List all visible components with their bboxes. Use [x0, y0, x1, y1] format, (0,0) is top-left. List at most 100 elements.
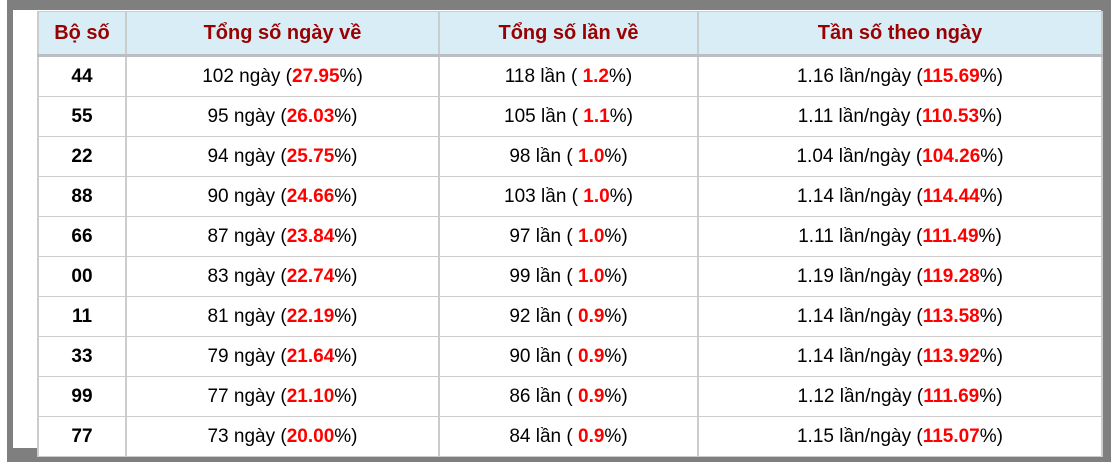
frequency-cell-text: 1.16 lần/ngày ( — [796, 65, 923, 87]
total-times-cell-percent-highlight: 0.9 — [578, 425, 605, 447]
total-times-cell: 97 lần ( 1.0%) — [438, 216, 699, 257]
total-times-cell-text: 97 lần ( — [509, 225, 578, 247]
total-days-cell-percent-highlight: 24.66 — [286, 185, 335, 207]
total-times-cell-text: 118 lần ( — [504, 65, 583, 87]
total-times-cell: 86 lần ( 0.9%) — [438, 376, 699, 417]
frequency-cell-text-suffix: %) — [979, 385, 1003, 407]
total-days-cell-text: 90 ngày ( — [207, 185, 287, 207]
total-times-cell-text: 84 lần ( — [509, 425, 578, 447]
total-times-cell-text-suffix: %) — [609, 185, 633, 207]
total-times-cell-text-suffix: %) — [604, 385, 628, 407]
total-times-cell-text-suffix: %) — [609, 65, 633, 87]
pair-number-cell: 44 — [37, 55, 127, 97]
total-days-cell: 79 ngày (21.64%) — [125, 336, 440, 377]
total-times-cell-percent-highlight: 1.0 — [578, 265, 605, 287]
total-days-cell: 87 ngày (23.84%) — [125, 216, 440, 257]
frequency-cell: 1.11 lần/ngày (110.53%) — [697, 96, 1103, 137]
total-times-cell-percent-highlight: 1.1 — [583, 105, 610, 127]
table-body: 44 102 ngày (27.95%) 118 lần ( 1.2%) 1.16 l… — [37, 55, 1103, 457]
total-times-cell: 98 lần ( 1.0%) — [438, 136, 699, 177]
total-days-cell-text: 102 ngày ( — [202, 65, 292, 87]
total-days-cell-percent-highlight: 23.84 — [286, 225, 335, 247]
total-times-cell: 99 lần ( 1.0%) — [438, 256, 699, 297]
total-days-cell-text: 81 ngày ( — [207, 305, 287, 327]
total-days-cell: 102 ngày (27.95%) — [125, 55, 440, 97]
total-times-cell: 103 lần ( 1.0%) — [438, 176, 699, 217]
total-days-cell-percent-highlight: 20.00 — [286, 425, 335, 447]
total-days-cell-text: 95 ngày ( — [207, 105, 287, 127]
total-days-cell-text-suffix: %) — [334, 185, 358, 207]
total-days-cell-text-suffix: %) — [334, 305, 358, 327]
frequency-cell-percent-highlight: 104.26 — [922, 145, 981, 167]
total-days-cell-text: 94 ngày ( — [207, 145, 287, 167]
total-times-cell-percent-highlight: 0.9 — [578, 305, 605, 327]
frequency-cell-text-suffix: %) — [980, 145, 1004, 167]
total-days-cell-percent-highlight: 26.03 — [286, 105, 335, 127]
table-row: 88 90 ngày (24.66%) 103 lần ( 1.0%) 1.14 lầ… — [37, 176, 1103, 217]
table-row: 22 94 ngày (25.75%) 98 lần ( 1.0%) 1.04 lần… — [37, 136, 1103, 177]
total-times-cell: 105 lần ( 1.1%) — [438, 96, 699, 137]
frequency-cell: 1.11 lần/ngày (111.49%) — [697, 216, 1103, 257]
frequency-cell-percent-highlight: 115.69 — [922, 65, 980, 87]
total-days-cell-percent-highlight: 22.74 — [286, 265, 335, 287]
table-row: 99 77 ngày (21.10%) 86 lần ( 0.9%) 1.12 lần… — [37, 376, 1103, 417]
total-days-cell-text-suffix: %) — [334, 345, 358, 367]
total-days-cell-text-suffix: %) — [339, 65, 363, 87]
table-row: 44 102 ngày (27.95%) 118 lần ( 1.2%) 1.16 l… — [37, 55, 1103, 97]
total-days-cell-text-suffix: %) — [334, 225, 358, 247]
total-days-cell-text: 83 ngày ( — [207, 265, 287, 287]
frequency-cell: 1.19 lần/ngày (119.28%) — [697, 256, 1103, 297]
frequency-cell-text: 1.14 lần/ngày ( — [796, 185, 923, 207]
total-times-cell: 118 lần ( 1.2%) — [438, 55, 699, 97]
total-times-cell-percent-highlight: 1.2 — [582, 65, 609, 87]
table-row: 55 95 ngày (26.03%) 105 lần ( 1.1%) 1.11 lầ… — [37, 96, 1103, 137]
frequency-cell-text-suffix: %) — [978, 225, 1002, 247]
frequency-cell-text-suffix: %) — [979, 265, 1003, 287]
frequency-cell-text: 1.19 lần/ngày ( — [796, 265, 923, 287]
total-times-cell-text-suffix: %) — [609, 105, 633, 127]
total-days-cell-percent-highlight: 27.95 — [292, 65, 340, 87]
total-days-cell: 83 ngày (22.74%) — [125, 256, 440, 297]
table-row: 77 73 ngày (20.00%) 84 lần ( 0.9%) 1.15 lần… — [37, 416, 1103, 457]
total-times-cell-text: 98 lần ( — [509, 145, 578, 167]
pair-number-cell: 11 — [37, 296, 127, 337]
frequency-cell-percent-highlight: 114.44 — [922, 185, 980, 207]
table-frame: Bộ số Tổng số ngày về Tổng số lần về Tần… — [7, 0, 1111, 462]
table-row: 11 81 ngày (22.19%) 92 lần ( 0.9%) 1.14 lần… — [37, 296, 1103, 337]
column-header-total-days: Tổng số ngày về — [125, 11, 440, 57]
total-days-cell: 90 ngày (24.66%) — [125, 176, 440, 217]
total-days-cell-text: 79 ngày ( — [207, 345, 287, 367]
frequency-cell: 1.14 lần/ngày (113.58%) — [697, 296, 1103, 337]
frequency-cell-text-suffix: %) — [979, 425, 1003, 447]
frequency-cell-text: 1.11 lần/ngày ( — [798, 225, 923, 247]
frequency-cell-percent-highlight: 113.92 — [922, 345, 980, 367]
frequency-cell-text-suffix: %) — [979, 185, 1003, 207]
table-row: 00 83 ngày (22.74%) 99 lần ( 1.0%) 1.19 lần… — [37, 256, 1103, 297]
total-times-cell-text-suffix: %) — [604, 265, 628, 287]
total-days-cell-text-suffix: %) — [334, 145, 358, 167]
frequency-cell: 1.14 lần/ngày (113.92%) — [697, 336, 1103, 377]
frequency-cell: 1.15 lần/ngày (115.07%) — [697, 416, 1103, 457]
frequency-cell-text-suffix: %) — [979, 305, 1003, 327]
total-days-cell-text: 87 ngày ( — [207, 225, 287, 247]
total-days-cell-text-suffix: %) — [334, 105, 358, 127]
frequency-cell-percent-highlight: 119.28 — [922, 265, 980, 287]
frequency-cell-percent-highlight: 115.07 — [922, 425, 980, 447]
frequency-cell: 1.04 lần/ngày (104.26%) — [697, 136, 1103, 177]
column-header-total-times: Tổng số lần về — [438, 11, 699, 57]
total-times-cell-text-suffix: %) — [604, 345, 628, 367]
total-times-cell-percent-highlight: 0.9 — [578, 385, 605, 407]
total-times-cell: 92 lần ( 0.9%) — [438, 296, 699, 337]
column-header-pair: Bộ số — [37, 11, 127, 57]
pair-number-cell: 00 — [37, 256, 127, 297]
pair-number-cell: 55 — [37, 96, 127, 137]
total-times-cell-percent-highlight: 1.0 — [578, 225, 605, 247]
frequency-cell: 1.16 lần/ngày (115.69%) — [697, 55, 1103, 97]
frequency-cell-text: 1.04 lần/ngày ( — [796, 145, 923, 167]
pair-number-cell: 22 — [37, 136, 127, 177]
total-days-cell-text-suffix: %) — [334, 425, 358, 447]
total-times-cell-text: 86 lần ( — [509, 385, 578, 407]
frequency-cell: 1.12 lần/ngày (111.69%) — [697, 376, 1103, 417]
total-times-cell-text: 90 lần ( — [509, 345, 578, 367]
total-days-cell: 73 ngày (20.00%) — [125, 416, 440, 457]
